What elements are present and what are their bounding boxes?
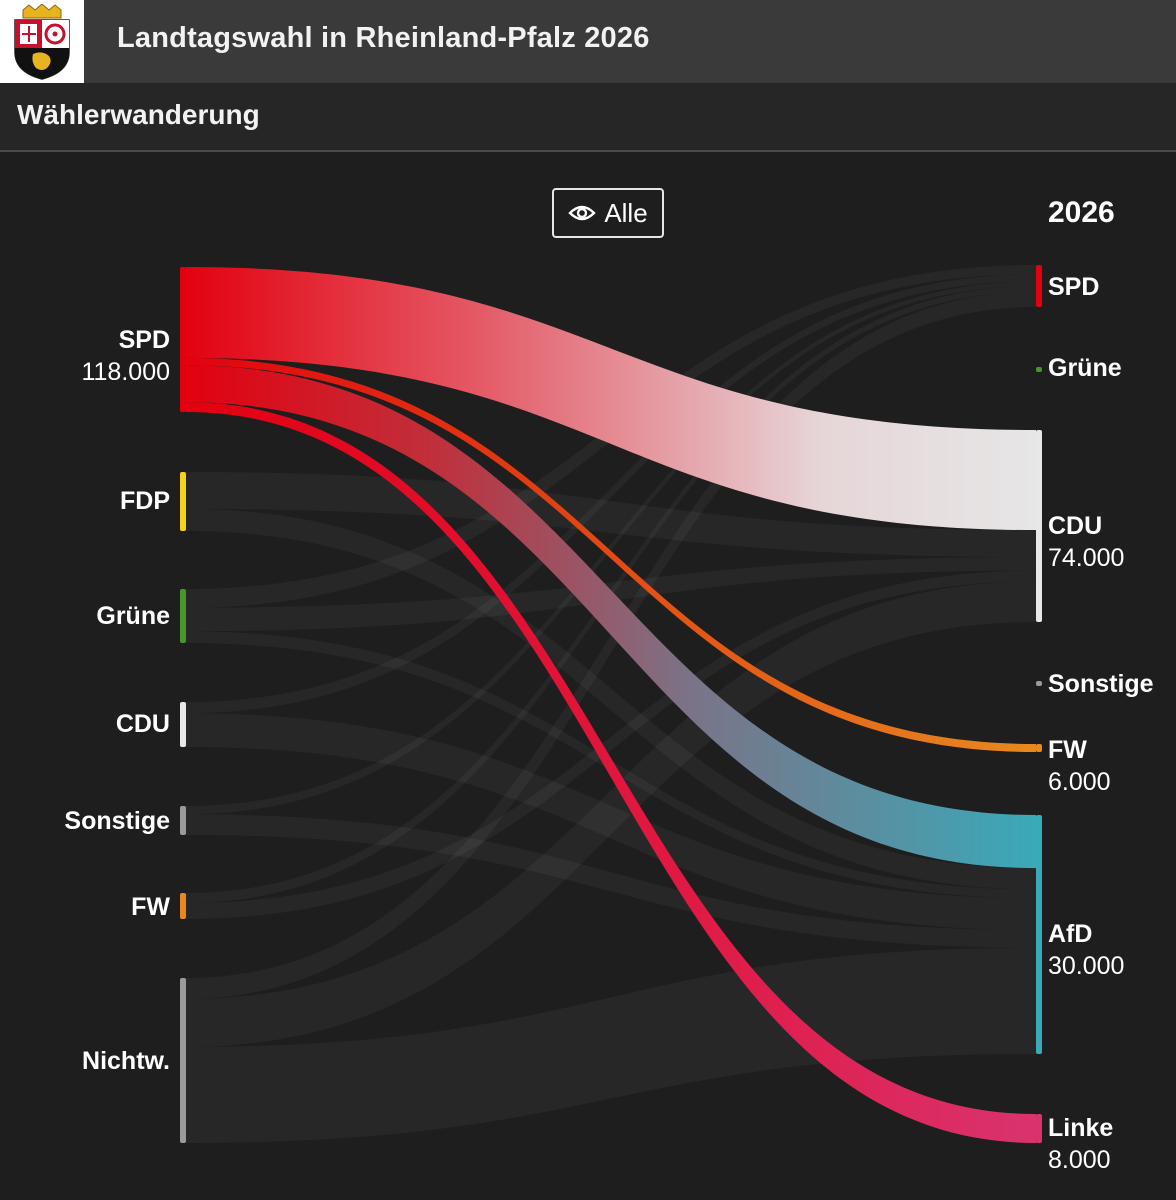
- flow-fdp-to-cdu[interactable]: [186, 472, 1036, 558]
- flow-nichtw-to-spd[interactable]: [186, 291, 1036, 999]
- source-name: CDU: [115, 710, 170, 738]
- flow-cdu-to-spd[interactable]: [186, 274, 1036, 714]
- flow-spd-to-fw[interactable]: [186, 357, 1036, 752]
- target-name: Sonstige: [1048, 670, 1154, 698]
- section-title: Wählerwanderung: [17, 99, 260, 130]
- flow-spd-to-linke[interactable]: [186, 402, 1036, 1143]
- target-node-gruene[interactable]: [1036, 367, 1042, 372]
- flow-spd-to-cdu[interactable]: [186, 267, 1036, 531]
- target-node-sonstige[interactable]: [1036, 681, 1042, 686]
- source-name: SPD: [118, 326, 170, 354]
- target-node-linke[interactable]: [1036, 1114, 1042, 1143]
- flow-sonstige-to-afd[interactable]: [186, 814, 1036, 948]
- source-node-cdu[interactable]: [180, 702, 186, 747]
- target-label-afd: AfD 30.000: [1048, 918, 1124, 982]
- crest-icon: [0, 0, 84, 83]
- target-label-gruene: Grüne: [1048, 352, 1122, 384]
- source-value: 118.000: [81, 358, 170, 386]
- target-label-sonstige: Sonstige: [1048, 668, 1154, 700]
- source-node-fdp[interactable]: [180, 472, 186, 531]
- source-name: Nichtw.: [82, 1047, 170, 1075]
- flow-nichtw-to-cdu[interactable]: [186, 581, 1036, 1047]
- flow-sonstige-to-spd[interactable]: [186, 281, 1036, 815]
- source-node-nichtw[interactable]: [180, 978, 186, 1143]
- flow-nichtw-to-afd[interactable]: [186, 947, 1036, 1143]
- target-node-afd[interactable]: [1036, 815, 1042, 1054]
- source-label-gruene: Grüne: [96, 600, 170, 632]
- source-node-gruene[interactable]: [180, 589, 186, 643]
- flow-fdp-to-afd[interactable]: [186, 508, 1036, 890]
- source-label-sonstige: Sonstige: [64, 805, 170, 837]
- source-label-fdp: FDP: [120, 485, 170, 517]
- target-name: FW: [1048, 736, 1087, 764]
- source-name: Grüne: [96, 602, 170, 630]
- target-value: 30.000: [1048, 952, 1125, 980]
- target-name: AfD: [1048, 920, 1093, 948]
- target-label-spd: SPD: [1048, 271, 1099, 303]
- target-label-fw: FW 6.000: [1048, 734, 1111, 798]
- flow-fw-to-cdu[interactable]: [186, 570, 1036, 919]
- target-label-cdu: CDU 74.000: [1048, 510, 1124, 574]
- app-header: Landtagswahl in Rheinland-Pfalz 2026: [0, 0, 1176, 83]
- section-header: Wählerwanderung: [0, 83, 1176, 152]
- source-label-cdu: CDU: [116, 708, 170, 740]
- app-title: Landtagswahl in Rheinland-Pfalz 2026: [117, 22, 650, 54]
- eye-icon: [568, 205, 597, 221]
- target-year: 2026: [1048, 196, 1115, 229]
- target-value: 74.000: [1048, 544, 1125, 572]
- filter-button[interactable]: Alle: [552, 188, 664, 238]
- source-node-fw[interactable]: [180, 893, 186, 919]
- flow-cdu-to-afd[interactable]: [186, 713, 1036, 931]
- source-name: Sonstige: [64, 807, 170, 835]
- source-node-sonstige[interactable]: [180, 806, 186, 835]
- source-name: FDP: [120, 487, 170, 515]
- target-value: 8.000: [1048, 1146, 1111, 1174]
- target-name: SPD: [1048, 273, 1100, 301]
- target-name: Linke: [1048, 1114, 1114, 1142]
- flow-spd-to-afd[interactable]: [186, 365, 1036, 869]
- source-label-spd: SPD 118.000: [81, 324, 170, 388]
- target-node-cdu[interactable]: [1036, 430, 1042, 622]
- filter-label: Alle: [604, 197, 648, 228]
- target-name: CDU: [1048, 512, 1103, 540]
- target-node-fw[interactable]: [1036, 744, 1042, 752]
- target-label-linke: Linke 8.000: [1048, 1112, 1113, 1176]
- source-name: FW: [131, 893, 170, 921]
- target-node-spd[interactable]: [1036, 265, 1042, 307]
- source-label-fw: FW: [131, 891, 170, 923]
- target-name: Grüne: [1048, 354, 1122, 382]
- source-node-spd[interactable]: [180, 267, 186, 412]
- target-value: 6.000: [1048, 768, 1111, 796]
- source-label-nichtwaehler: Nichtw.: [82, 1045, 170, 1077]
